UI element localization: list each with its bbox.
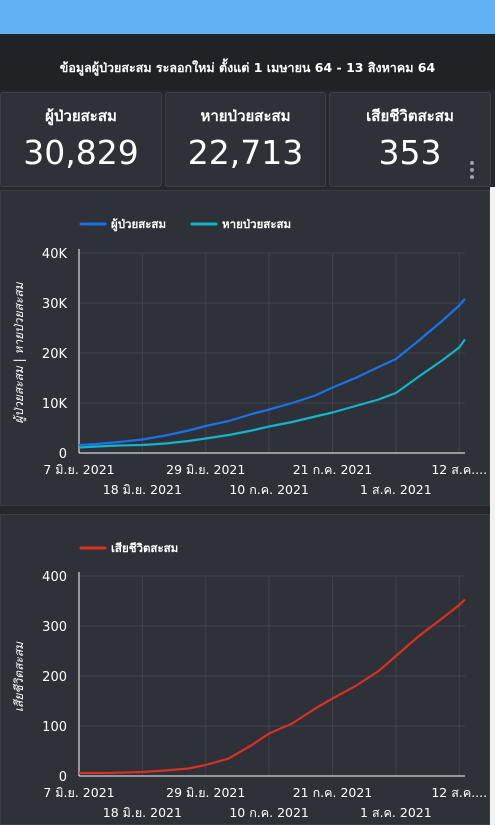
top-app-bar — [0, 0, 495, 34]
report-header: ข้อมูลผู้ป่วยสะสม ระลอกใหม่ ตั้งแต่ 1 เม… — [0, 34, 495, 90]
x-tick-label: 18 มิ.ย. 2021 — [103, 805, 182, 820]
series-line — [79, 598, 466, 775]
y-tick-label: 400 — [42, 570, 67, 585]
scorecard-value: 22,713 — [187, 133, 304, 172]
scorecard-value: 353 — [378, 133, 442, 172]
x-tick-label: 29 มิ.ย. 2021 — [166, 785, 245, 800]
scrollbar[interactable] — [490, 187, 495, 825]
series-line — [78, 338, 466, 449]
y-tick-label: 200 — [42, 670, 67, 685]
y-tick-label: 10K — [42, 397, 68, 412]
line-chart-deaths: 0 100 200 300 400 7 มิ.ย. 2021 29 มิ.ย. 2021 21… — [12, 541, 487, 820]
more-options-icon[interactable] — [470, 161, 474, 182]
y-axis-title: เสียชีวิตสะสม — [12, 641, 26, 712]
x-tick-label: 18 มิ.ย. 2021 — [103, 482, 182, 497]
x-tick-label: 1 ส.ค. 2021 — [360, 805, 432, 820]
x-tick-label: 12 ส.ค.... — [431, 785, 487, 800]
scorecard-label: ผู้ป่วยสะสม — [45, 107, 117, 125]
x-tick-label: 10 ก.ค. 2021 — [229, 805, 309, 820]
x-tick-label: 10 ก.ค. 2021 — [229, 482, 309, 497]
y-tick-label: 20K — [42, 347, 68, 362]
scorecard-recovered[interactable]: หายป่วยสะสม 22,713 — [165, 92, 326, 187]
x-tick-label: 7 มิ.ย. 2021 — [43, 462, 114, 477]
series-line — [78, 298, 466, 447]
scorecard-cases[interactable]: ผู้ป่วยสะสม 30,829 — [0, 92, 162, 187]
x-tick-label: 7 มิ.ย. 2021 — [43, 785, 114, 800]
y-axis-title: ผู้ป่วยสะสม | หายป่วยสะสม — [12, 281, 27, 423]
y-tick-label: 0 — [59, 447, 67, 462]
y-tick-label: 0 — [59, 770, 67, 785]
legend-label: ผู้ป่วยสะสม — [111, 217, 166, 232]
chart-panel-cases-recovered: 0 10K 20K 30K 40K 7 มิ.ย. 2021 29 มิ.ย. 2021 21… — [0, 190, 490, 506]
x-tick-label: 21 ก.ค. 2021 — [293, 462, 373, 477]
legend-label: เสียชีวิตสะสม — [111, 541, 178, 555]
scorecard-label: เสียชีวิตสะสม — [366, 107, 454, 125]
y-tick-label: 30K — [42, 297, 68, 312]
line-chart-cases-recovered: 0 10K 20K 30K 40K 7 มิ.ย. 2021 29 มิ.ย. 2021 21… — [12, 217, 487, 497]
scorecard-label: หายป่วยสะสม — [200, 107, 291, 125]
x-tick-label: 29 มิ.ย. 2021 — [166, 462, 245, 477]
chart-panel-deaths: 0 100 200 300 400 7 มิ.ย. 2021 29 มิ.ย. 2021 21… — [0, 514, 490, 825]
y-tick-label: 40K — [42, 247, 68, 262]
x-tick-label: 1 ส.ค. 2021 — [360, 482, 432, 497]
report-title: ข้อมูลผู้ป่วยสะสม ระลอกใหม่ ตั้งแต่ 1 เม… — [59, 60, 436, 75]
y-tick-label: 100 — [42, 720, 67, 735]
scorecard-value: 30,829 — [23, 133, 139, 172]
x-tick-label: 21 ก.ค. 2021 — [293, 785, 373, 800]
y-tick-label: 300 — [42, 620, 67, 635]
legend-label: หายป่วยสะสม — [222, 217, 291, 231]
x-tick-label: 12 ส.ค.... — [431, 462, 487, 477]
scorecard-deaths[interactable]: เสียชีวิตสะสม 353 — [329, 92, 491, 187]
